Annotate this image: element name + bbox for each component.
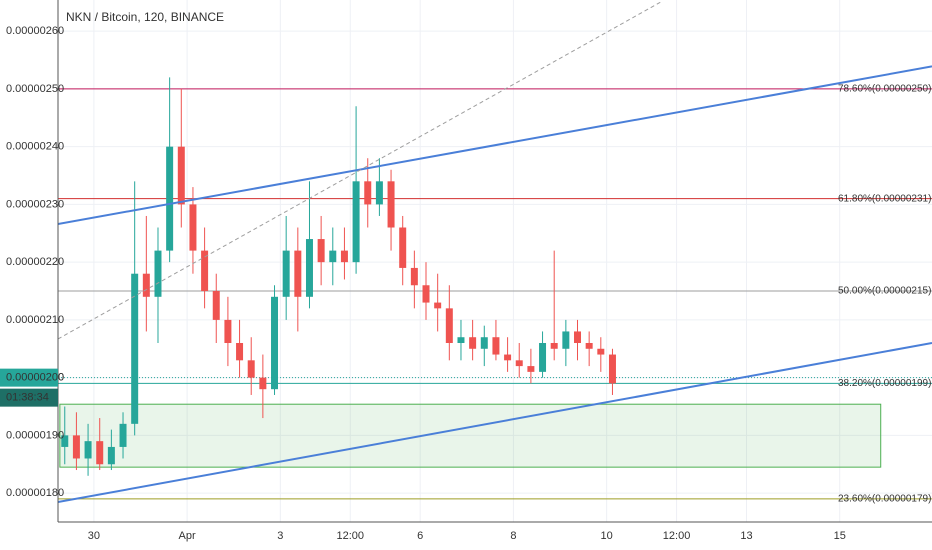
candle-body — [527, 366, 535, 372]
candle-body — [562, 331, 570, 349]
x-tick-label: 3 — [277, 530, 283, 542]
fib-label: 38.20%(0.00000199) — [838, 378, 931, 389]
candle-body — [492, 337, 500, 355]
candle-body — [166, 146, 174, 251]
candle-body — [212, 291, 220, 320]
candle-body — [96, 441, 104, 465]
candle-body — [457, 337, 465, 343]
candle-body — [515, 360, 523, 367]
x-tick-label: 8 — [510, 530, 516, 542]
candle-body — [585, 342, 593, 349]
candle-body — [72, 435, 80, 459]
x-tick-label: 30 — [88, 530, 100, 542]
fib-label: 78.60%(0.00000250) — [838, 84, 931, 95]
countdown: 01:38:34 — [6, 392, 49, 404]
y-tick-label: 0.00000250 — [6, 83, 64, 95]
candle-body — [271, 296, 279, 390]
candle-body — [445, 308, 453, 343]
candle-body — [410, 267, 418, 286]
candle-body — [539, 342, 547, 372]
trendline — [58, 1, 661, 340]
last-price-label: 0.00000200 — [6, 372, 64, 384]
x-tick-label: 6 — [417, 530, 423, 542]
candle-body — [480, 337, 488, 349]
candle-body — [224, 319, 232, 343]
candles — [61, 77, 616, 476]
candle-body — [422, 285, 430, 303]
y-tick-label: 0.00000260 — [6, 25, 64, 37]
y-tick-label: 0.00000210 — [6, 314, 64, 326]
y-tick-label: 0.00000180 — [6, 487, 64, 499]
candle-body — [84, 441, 92, 459]
candle-body — [236, 342, 244, 361]
y-tick-label: 0.00000190 — [6, 429, 64, 441]
candle-body — [352, 181, 360, 263]
candle-body — [107, 446, 115, 465]
fib-label: 61.80%(0.00000231) — [838, 193, 931, 204]
candle-body — [399, 227, 407, 268]
x-tick-label: 15 — [834, 530, 846, 542]
candle-body — [259, 377, 267, 390]
y-tick-label: 0.00000240 — [6, 141, 64, 153]
candle-body — [305, 239, 313, 297]
candle-body — [550, 342, 558, 349]
drawings: 78.60%(0.00000250) 61.80%(0.00000231) 50.0… — [58, 84, 932, 505]
candle-body — [340, 250, 348, 263]
candle-body — [597, 348, 605, 355]
candle-body — [329, 250, 337, 263]
candle-body — [61, 435, 69, 447]
candle-body — [317, 239, 325, 263]
candle-body — [434, 302, 442, 309]
candle-body — [131, 273, 139, 424]
candle-body — [608, 354, 616, 384]
candle-body — [364, 181, 372, 205]
candle-body — [282, 250, 290, 297]
candle-body — [177, 146, 185, 205]
candle-body — [201, 250, 209, 292]
candle-body — [469, 337, 477, 349]
candle-body — [375, 181, 383, 205]
candle-body — [142, 273, 150, 297]
candle-body — [189, 204, 197, 251]
y-tick-label: 0.00000220 — [6, 256, 64, 268]
candle-body — [574, 331, 582, 343]
candle-body — [504, 354, 512, 361]
last-price-box — [0, 368, 58, 387]
zone — [59, 403, 882, 468]
candle-body — [247, 360, 255, 378]
y-tick-label: 0.00000230 — [6, 198, 64, 210]
x-tick-label: 12:00 — [336, 530, 364, 542]
x-tick-label: 12:00 — [663, 530, 691, 542]
x-tick-label: Apr — [179, 530, 196, 542]
trendline — [58, 342, 932, 504]
x-tick-label: 13 — [740, 530, 752, 542]
x-tick-label: 10 — [601, 530, 613, 542]
candle-body — [154, 250, 162, 297]
candle-body — [294, 250, 302, 297]
fib-label: 23.60%(0.00000179) — [838, 494, 931, 505]
chart-title: NKN / Bitcoin, 120, BINANCE — [66, 10, 224, 24]
fib-label: 50.00%(0.00000215) — [838, 286, 931, 297]
trendlines — [58, 1, 932, 504]
trendline — [58, 65, 932, 226]
candle-body — [387, 181, 395, 228]
axes: 0.00000180 0.00000190 0.00000200 0.00000210… — [0, 25, 846, 542]
countdown-box — [0, 388, 58, 407]
candle-body — [119, 423, 127, 447]
